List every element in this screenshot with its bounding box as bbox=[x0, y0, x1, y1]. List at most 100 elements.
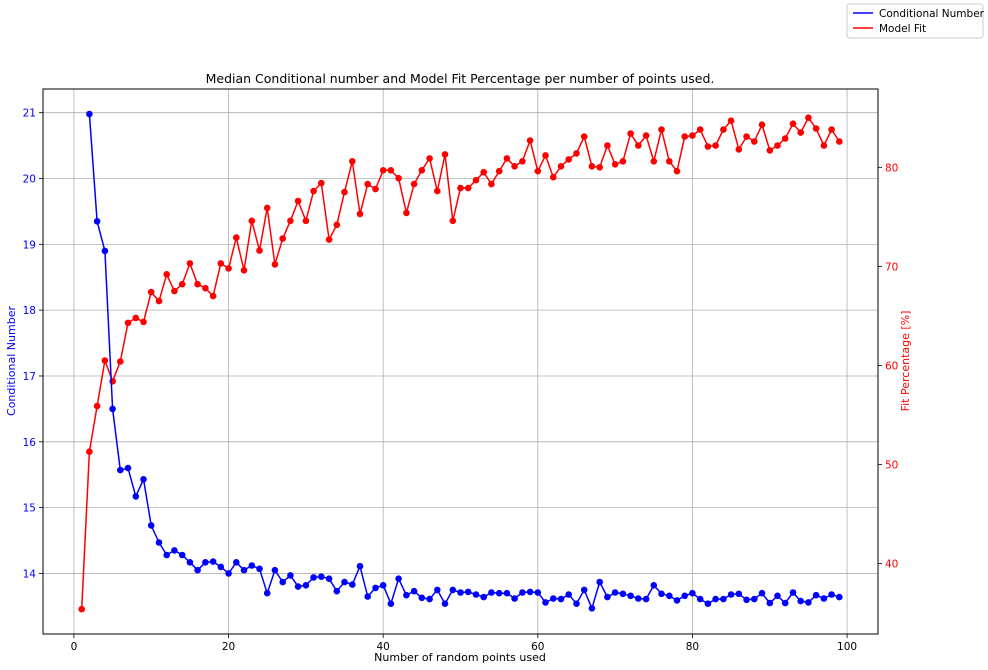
data-point-model-fit bbox=[434, 187, 441, 195]
grid bbox=[43, 89, 878, 634]
data-point-model-fit bbox=[279, 235, 287, 242]
data-point-model-fit bbox=[565, 156, 572, 163]
data-point-conditional-number bbox=[449, 586, 457, 594]
data-point-model-fit bbox=[302, 217, 310, 225]
y-left-tick-label: 14 bbox=[23, 568, 37, 580]
data-point-conditional-number bbox=[318, 573, 325, 580]
y-left-tick-label: 20 bbox=[23, 174, 36, 186]
legend-label-conditional-number: Conditional Number bbox=[879, 8, 985, 20]
data-point-model-fit bbox=[426, 155, 433, 162]
data-point-model-fit bbox=[387, 167, 395, 174]
data-point-conditional-number bbox=[666, 592, 673, 600]
data-point-conditional-number bbox=[387, 600, 395, 607]
data-point-conditional-number bbox=[302, 582, 310, 589]
data-point-model-fit bbox=[696, 126, 704, 133]
data-point-model-fit bbox=[101, 357, 109, 364]
data-point-conditional-number bbox=[441, 600, 449, 607]
data-point-model-fit bbox=[318, 179, 325, 187]
data-point-conditional-number bbox=[194, 566, 201, 574]
data-point-conditional-number bbox=[696, 595, 704, 603]
data-point-conditional-number bbox=[93, 218, 101, 225]
data-point-model-fit bbox=[642, 132, 650, 139]
data-point-model-fit bbox=[550, 173, 557, 181]
data-point-conditional-number bbox=[86, 110, 93, 118]
data-point-model-fit bbox=[689, 132, 696, 139]
data-point-model-fit bbox=[449, 217, 457, 225]
data-point-conditional-number bbox=[349, 581, 356, 588]
data-point-model-fit bbox=[588, 163, 596, 170]
data-point-conditional-number bbox=[596, 578, 603, 586]
data-point-conditional-number bbox=[580, 586, 588, 594]
data-point-model-fit bbox=[805, 114, 812, 121]
data-point-conditional-number bbox=[727, 591, 735, 598]
data-point-model-fit bbox=[287, 217, 294, 225]
data-point-model-fit bbox=[372, 185, 379, 193]
data-point-conditional-number bbox=[642, 595, 650, 603]
data-point-conditional-number bbox=[797, 597, 804, 605]
data-point-conditional-number bbox=[163, 551, 170, 559]
data-point-model-fit bbox=[704, 143, 712, 150]
data-point-model-fit bbox=[681, 133, 688, 140]
data-point-conditional-number bbox=[240, 566, 248, 574]
data-point-conditional-number bbox=[333, 587, 341, 595]
data-point-conditional-number bbox=[364, 593, 372, 600]
y-right-tick-label: 70 bbox=[885, 261, 898, 273]
data-point-conditional-number bbox=[310, 574, 317, 581]
data-point-model-fit bbox=[403, 209, 410, 217]
data-point-model-fit bbox=[441, 151, 449, 158]
series-model-fit bbox=[78, 114, 843, 613]
data-point-model-fit bbox=[310, 187, 317, 195]
data-point-conditional-number bbox=[109, 405, 116, 413]
data-point-conditional-number bbox=[202, 559, 209, 566]
data-point-model-fit bbox=[735, 146, 743, 153]
data-point-conditional-number bbox=[627, 592, 634, 600]
data-point-model-fit bbox=[202, 284, 209, 292]
data-point-conditional-number bbox=[271, 566, 279, 574]
data-point-conditional-number bbox=[256, 565, 263, 573]
data-point-conditional-number bbox=[294, 583, 302, 590]
y-right-tick-label: 60 bbox=[885, 360, 898, 372]
data-point-model-fit bbox=[557, 163, 565, 170]
data-point-model-fit bbox=[194, 280, 201, 288]
data-point-model-fit bbox=[751, 138, 758, 145]
data-point-model-fit bbox=[812, 125, 820, 132]
data-point-model-fit bbox=[836, 138, 843, 145]
data-point-conditional-number bbox=[751, 595, 758, 603]
data-point-conditional-number bbox=[186, 559, 194, 566]
data-point-model-fit bbox=[209, 292, 217, 300]
x-axis-label: Number of random points used bbox=[374, 651, 546, 664]
y-left-tick-label: 17 bbox=[23, 371, 36, 383]
data-point-conditional-number bbox=[812, 591, 820, 599]
data-point-conditional-number bbox=[403, 591, 410, 599]
data-point-model-fit bbox=[758, 121, 766, 128]
data-point-conditional-number bbox=[673, 597, 681, 604]
y-axis-right-label: Fit Percentage [%] bbox=[899, 311, 912, 412]
data-point-conditional-number bbox=[526, 588, 534, 596]
data-point-conditional-number bbox=[511, 595, 518, 602]
data-point-conditional-number bbox=[217, 563, 225, 571]
data-point-model-fit bbox=[789, 120, 797, 127]
data-point-conditional-number bbox=[178, 551, 186, 559]
data-point-conditional-number bbox=[557, 595, 565, 603]
data-point-conditional-number bbox=[836, 593, 843, 601]
data-point-conditional-number bbox=[712, 595, 719, 603]
data-point-model-fit bbox=[356, 210, 364, 218]
data-point-model-fit bbox=[666, 158, 673, 165]
data-point-conditional-number bbox=[781, 599, 789, 607]
data-point-conditional-number bbox=[472, 591, 480, 598]
data-point-conditional-number bbox=[488, 589, 495, 596]
data-point-model-fit bbox=[619, 158, 627, 165]
y-left-tick-label: 15 bbox=[23, 503, 36, 515]
data-point-conditional-number bbox=[418, 594, 426, 602]
data-point-conditional-number bbox=[534, 589, 542, 596]
data-point-conditional-number bbox=[117, 466, 124, 474]
data-point-model-fit bbox=[488, 180, 495, 188]
data-point-model-fit bbox=[820, 142, 828, 149]
data-point-conditional-number bbox=[263, 589, 271, 597]
data-point-model-fit bbox=[93, 402, 101, 410]
data-point-model-fit bbox=[147, 288, 155, 296]
data-point-model-fit bbox=[333, 221, 341, 229]
data-point-conditional-number bbox=[758, 589, 766, 597]
y-left-tick-label: 19 bbox=[23, 239, 36, 251]
